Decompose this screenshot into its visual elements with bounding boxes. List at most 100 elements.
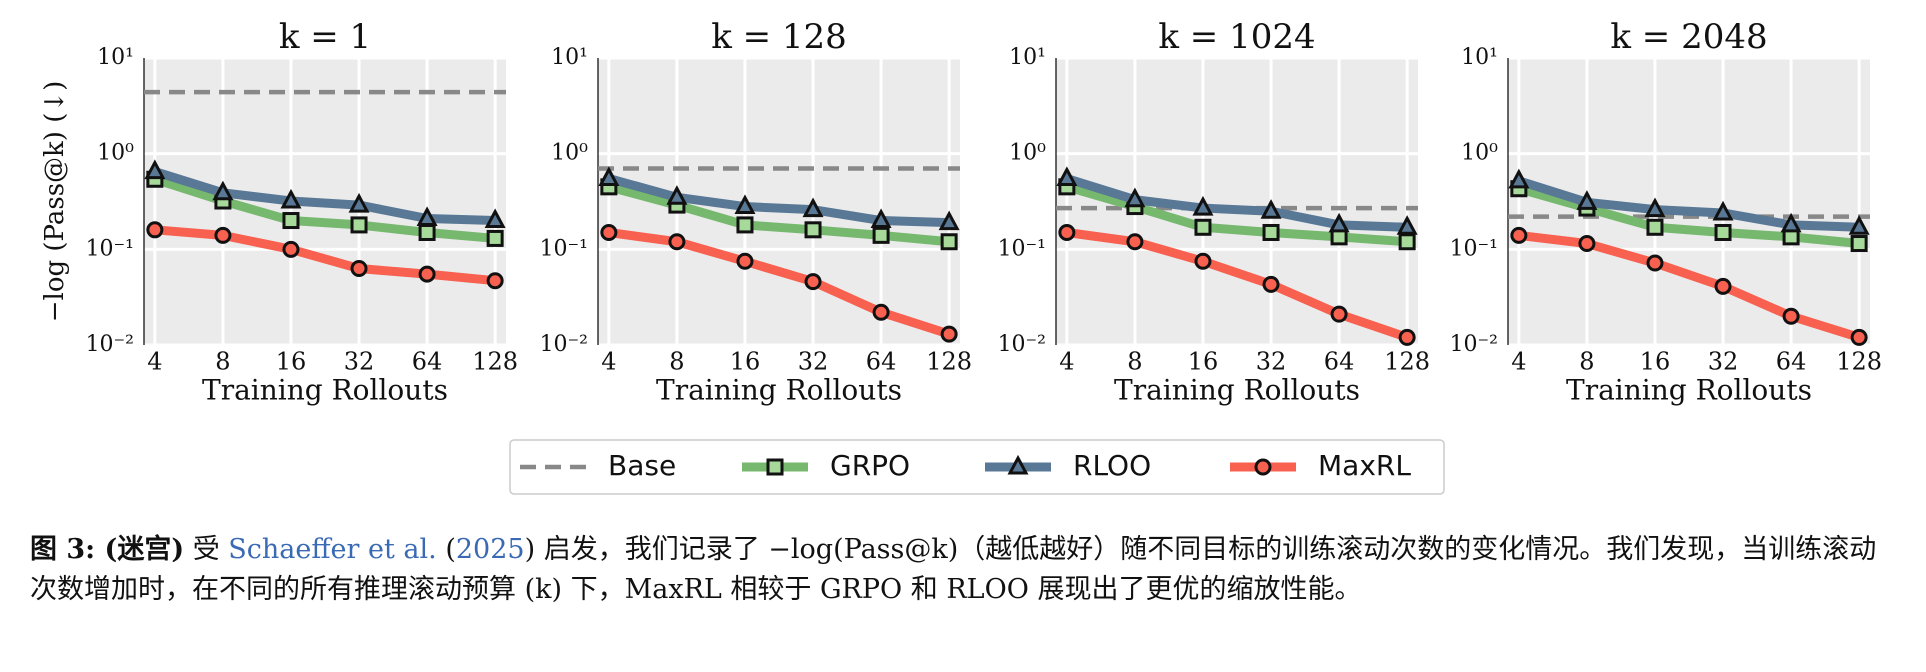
marker-circle: [418, 265, 436, 283]
x-tick-label: 32: [344, 348, 375, 376]
marker-triangle: [1396, 215, 1418, 235]
x-tick-label: 8: [669, 348, 684, 376]
marker-triangle: [1644, 197, 1666, 218]
marker-circle: [1782, 307, 1800, 325]
caption-text: 受: [184, 534, 229, 565]
marker-square: [736, 216, 754, 234]
marker-triangle: [1260, 199, 1282, 219]
legend-label: GRPO: [830, 449, 910, 482]
citation-link[interactable]: Schaeffer et al.: [228, 534, 437, 565]
x-tick-label: 16: [1640, 348, 1671, 376]
y-tick-label: 10⁻²: [86, 332, 134, 357]
x-tick-label: 128: [926, 348, 972, 376]
caption-text: ) 启发，我们记录了 −log(Pass@k)（越低越好）随不同目标的训练滚动次…: [30, 534, 1877, 605]
marker-square: [1714, 223, 1732, 241]
x-tick-label: 4: [601, 348, 616, 376]
y-tick-label: 10⁰: [97, 141, 134, 166]
series-line: [154, 225, 496, 286]
chart-title: k = 1: [279, 17, 371, 57]
x-tick-label: 64: [1324, 348, 1355, 376]
series-line: [1066, 228, 1409, 342]
legend-marker: [1254, 458, 1272, 476]
marker-triangle: [1780, 212, 1802, 233]
series-line: [608, 228, 951, 339]
marker-circle: [668, 233, 686, 251]
marker-square: [940, 233, 958, 251]
marker-circle: [1578, 235, 1596, 253]
marker-square: [350, 216, 368, 234]
x-tick-label: 8: [1127, 348, 1142, 376]
marker-triangle: [938, 210, 960, 231]
marker-circle: [1262, 275, 1280, 293]
x-tick-label: 64: [412, 348, 443, 376]
legend-label: Base: [608, 449, 676, 482]
series-line: [153, 174, 496, 243]
x-tick-label: 4: [1511, 348, 1526, 376]
x-tick-label: 16: [1188, 348, 1219, 376]
marker-triangle: [598, 166, 620, 187]
marker-triangle: [348, 192, 370, 213]
marker-square: [1194, 218, 1212, 236]
y-tick-label: 10⁰: [1461, 141, 1498, 166]
x-axis-label: Training Rollouts: [1566, 374, 1812, 407]
marker-triangle: [212, 180, 234, 201]
legend-label: RLOO: [1073, 449, 1151, 482]
series-line: [607, 182, 950, 247]
marker-circle: [350, 260, 368, 278]
panel: 10¹ 10⁰ 10⁻¹ 10⁻² 4 8 16 32 64 128 k = 1 Training R…: [40, 17, 518, 407]
y-tick-label: 10⁻¹: [998, 236, 1046, 261]
legend-label: MaxRL: [1318, 449, 1411, 482]
series-line: [153, 167, 496, 226]
y-tick-label: 10⁻²: [540, 332, 588, 357]
marker-triangle: [144, 159, 166, 180]
chart-title: k = 1024: [1158, 17, 1315, 57]
marker-square: [1646, 218, 1664, 236]
marker-triangle: [1328, 212, 1350, 233]
marker-circle: [1850, 328, 1868, 346]
marker-square: [872, 226, 890, 244]
marker-triangle: [1508, 168, 1530, 189]
marker-square: [418, 223, 436, 241]
legend-marker: [1007, 454, 1029, 475]
y-tick-label: 10¹: [1461, 45, 1498, 70]
marker-triangle: [1848, 215, 1870, 235]
legend-marker: [766, 458, 784, 476]
citation-link[interactable]: 2025: [455, 534, 525, 565]
series-line: [1517, 176, 1860, 232]
x-tick-label: 8: [215, 348, 230, 376]
caption-text: (迷宫): [95, 534, 185, 565]
caption-text: (: [436, 534, 456, 565]
x-tick-label: 64: [1776, 348, 1807, 376]
marker-triangle: [484, 208, 506, 229]
x-tick-label: 32: [798, 348, 829, 376]
marker-square: [282, 212, 300, 230]
panel: 10¹ 10⁰ 10⁻¹ 10⁻² 4 8 16 32 64 128 k = 1024 Trainin…: [998, 17, 1430, 407]
marker-circle: [1126, 233, 1144, 251]
x-axis-label: Training Rollouts: [1114, 374, 1360, 407]
marker-circle: [1194, 252, 1212, 270]
marker-circle: [282, 240, 300, 258]
marker-triangle: [1576, 190, 1598, 210]
marker-triangle: [1192, 195, 1214, 216]
x-tick-label: 4: [147, 348, 162, 376]
marker-circle: [1510, 226, 1528, 244]
y-tick-label: 10⁻¹: [540, 236, 588, 261]
y-tick-label: 10⁰: [1009, 141, 1046, 166]
caption: 图 3: (迷宫) 受 Schaeffer et al. (2025) 启发，我…: [30, 530, 1900, 610]
legend-box: [509, 439, 1445, 495]
marker-circle: [600, 223, 618, 241]
x-tick-label: 8: [1579, 348, 1594, 376]
y-tick-label: 10¹: [1009, 45, 1046, 70]
marker-circle: [146, 221, 164, 239]
y-tick-label: 10⁻¹: [86, 236, 134, 261]
marker-square: [1850, 235, 1868, 253]
x-tick-label: 32: [1708, 348, 1739, 376]
marker-triangle: [1056, 166, 1078, 187]
marker-circle: [872, 303, 890, 321]
y-tick-label: 10¹: [97, 45, 134, 70]
marker-circle: [804, 273, 822, 291]
y-axis-label: −log (Pass@k) (↓): [40, 81, 70, 323]
series-line: [607, 174, 950, 228]
x-axis-label: Training Rollouts: [202, 374, 448, 407]
